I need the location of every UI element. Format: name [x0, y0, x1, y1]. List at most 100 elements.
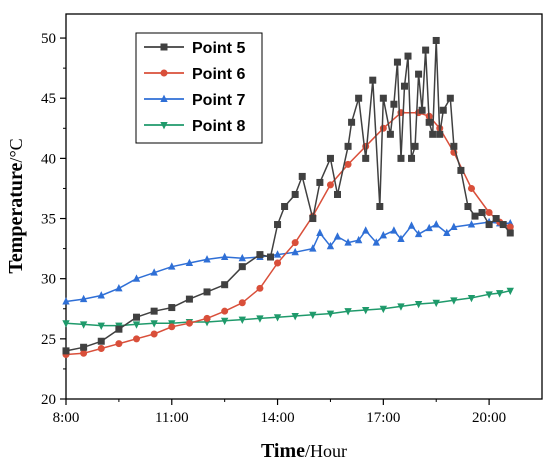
data-point-point-6 — [80, 349, 88, 357]
data-point-point-7 — [316, 228, 324, 236]
data-point-point-8 — [256, 315, 264, 323]
data-point-point-5 — [221, 281, 229, 289]
data-point-point-5 — [316, 178, 324, 186]
y-tick-label: 35 — [41, 212, 56, 228]
y-tick-label: 50 — [41, 31, 56, 47]
data-point-point-5 — [457, 166, 465, 174]
y-axis-title: Temperature/°C — [5, 138, 27, 273]
y-tick-label: 25 — [41, 332, 56, 348]
y-axis-ticks: 20 25 30 35 40 45 50 — [41, 31, 66, 408]
data-point-point-5 — [492, 215, 500, 223]
legend-entry-point-8: Point 8 — [144, 118, 245, 135]
legend-entry-point-7: Point 7 — [144, 92, 245, 109]
data-point-point-7 — [238, 253, 246, 262]
x-tick-label: 14:00 — [260, 410, 294, 426]
data-point-point-5 — [415, 70, 423, 78]
data-point-point-8 — [309, 311, 317, 320]
series-point-8 — [62, 287, 514, 330]
data-point-point-8 — [62, 320, 70, 328]
data-point-point-7 — [443, 228, 451, 236]
data-point-point-5 — [418, 106, 426, 114]
data-point-point-5 — [376, 203, 384, 211]
legend-label: Point 6 — [192, 66, 245, 83]
data-point-point-6 — [203, 314, 211, 322]
series-point-5 — [62, 36, 514, 355]
data-point-point-5 — [436, 130, 444, 138]
data-point-point-8 — [467, 294, 476, 303]
x-tick-label: 8:00 — [53, 410, 80, 426]
x-tick-label: 11:00 — [155, 410, 189, 426]
data-point-point-7 — [397, 234, 405, 242]
data-point-point-5 — [506, 229, 514, 237]
data-point-point-7 — [326, 241, 335, 250]
data-point-point-8 — [150, 320, 158, 328]
y-tick-label: 40 — [41, 151, 56, 167]
data-point-point-5 — [386, 130, 394, 138]
data-point-point-5 — [355, 94, 363, 102]
data-point-point-7 — [132, 274, 141, 282]
data-point-point-6 — [221, 307, 229, 315]
data-point-point-6 — [168, 323, 176, 331]
data-point-point-5 — [238, 263, 246, 271]
data-point-point-8 — [450, 297, 458, 305]
data-point-point-7 — [115, 283, 123, 292]
data-point-point-5 — [281, 203, 289, 211]
data-point-point-8 — [485, 291, 493, 299]
data-point-point-8 — [132, 321, 141, 329]
legend-entry-point-6: Point 6 — [144, 66, 245, 83]
data-point-point-5 — [256, 251, 264, 259]
series-layer — [62, 36, 514, 358]
data-point-point-7 — [150, 268, 158, 276]
data-point-point-7 — [467, 220, 476, 228]
data-point-point-7 — [362, 226, 370, 234]
data-point-point-5 — [326, 154, 334, 162]
legend-label: Point 5 — [192, 40, 245, 57]
x-axis-title: Time/Hour — [261, 440, 347, 462]
data-point-point-5 — [404, 52, 412, 60]
data-point-point-5 — [150, 307, 158, 315]
data-point-point-8 — [432, 299, 440, 308]
data-point-point-8 — [79, 321, 88, 329]
data-point-point-7 — [333, 232, 342, 240]
data-point-point-6 — [97, 344, 105, 352]
data-point-point-7 — [309, 244, 317, 252]
data-point-point-5 — [411, 142, 419, 150]
data-point-point-7 — [379, 231, 388, 239]
data-point-point-6 — [485, 209, 493, 217]
data-point-point-5 — [333, 190, 341, 198]
data-point-point-8 — [344, 308, 352, 316]
data-point-point-5 — [393, 58, 401, 66]
data-point-point-8 — [326, 310, 335, 318]
data-point-point-5 — [168, 304, 176, 312]
data-point-point-5 — [369, 76, 377, 84]
data-point-point-5 — [400, 82, 408, 90]
legend-marker — [160, 69, 168, 77]
data-point-point-5 — [425, 118, 433, 126]
data-point-point-5 — [362, 154, 370, 162]
data-point-point-5 — [274, 221, 282, 229]
data-point-point-6 — [185, 319, 193, 327]
data-point-point-6 — [274, 259, 282, 267]
x-tick-label: 17:00 — [366, 410, 400, 426]
data-point-point-5 — [499, 221, 507, 229]
data-point-point-5 — [390, 100, 398, 108]
data-point-point-8 — [97, 322, 105, 330]
data-point-point-6 — [467, 184, 475, 192]
data-point-point-5 — [115, 325, 123, 333]
data-point-point-5 — [62, 347, 70, 355]
x-tick-label: 20:00 — [472, 410, 506, 426]
data-point-point-5 — [446, 94, 454, 102]
data-point-point-7 — [390, 226, 398, 234]
data-point-point-7 — [62, 297, 70, 305]
series-line-point-6 — [65, 111, 511, 356]
data-point-point-7 — [450, 222, 458, 230]
data-point-point-6 — [326, 181, 334, 189]
data-point-point-8 — [496, 290, 504, 298]
data-point-point-5 — [429, 130, 437, 138]
data-point-point-8 — [379, 305, 388, 314]
data-point-point-7 — [203, 255, 211, 263]
legend-marker — [160, 122, 168, 130]
data-point-point-5 — [348, 118, 356, 126]
data-point-point-5 — [464, 203, 472, 211]
